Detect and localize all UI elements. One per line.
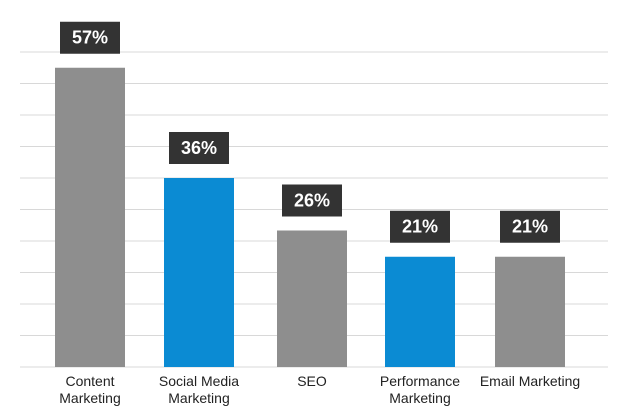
x-tick-label: SEO (297, 373, 327, 389)
bar (55, 67, 125, 367)
bar (164, 178, 234, 367)
value-label-box (500, 210, 560, 243)
value-label: 21% (402, 217, 438, 237)
x-tick-label: Social Media Marketing (158, 373, 240, 406)
value-label-box (60, 21, 120, 54)
x-tick-label: Content Marketing (59, 373, 121, 406)
value-label-box (169, 132, 229, 164)
bar (277, 230, 347, 367)
value-label: 36% (181, 138, 217, 158)
value-label: 26% (294, 190, 330, 210)
bar (495, 256, 565, 367)
x-tick-label: Performance Marketing (379, 373, 461, 406)
value-label: 21% (512, 217, 548, 237)
x-tick-label: Email Marketing (479, 373, 581, 389)
value-label-box (282, 184, 342, 217)
bar (385, 256, 455, 367)
value-label-box (390, 210, 450, 243)
value-label: 57% (72, 28, 108, 48)
